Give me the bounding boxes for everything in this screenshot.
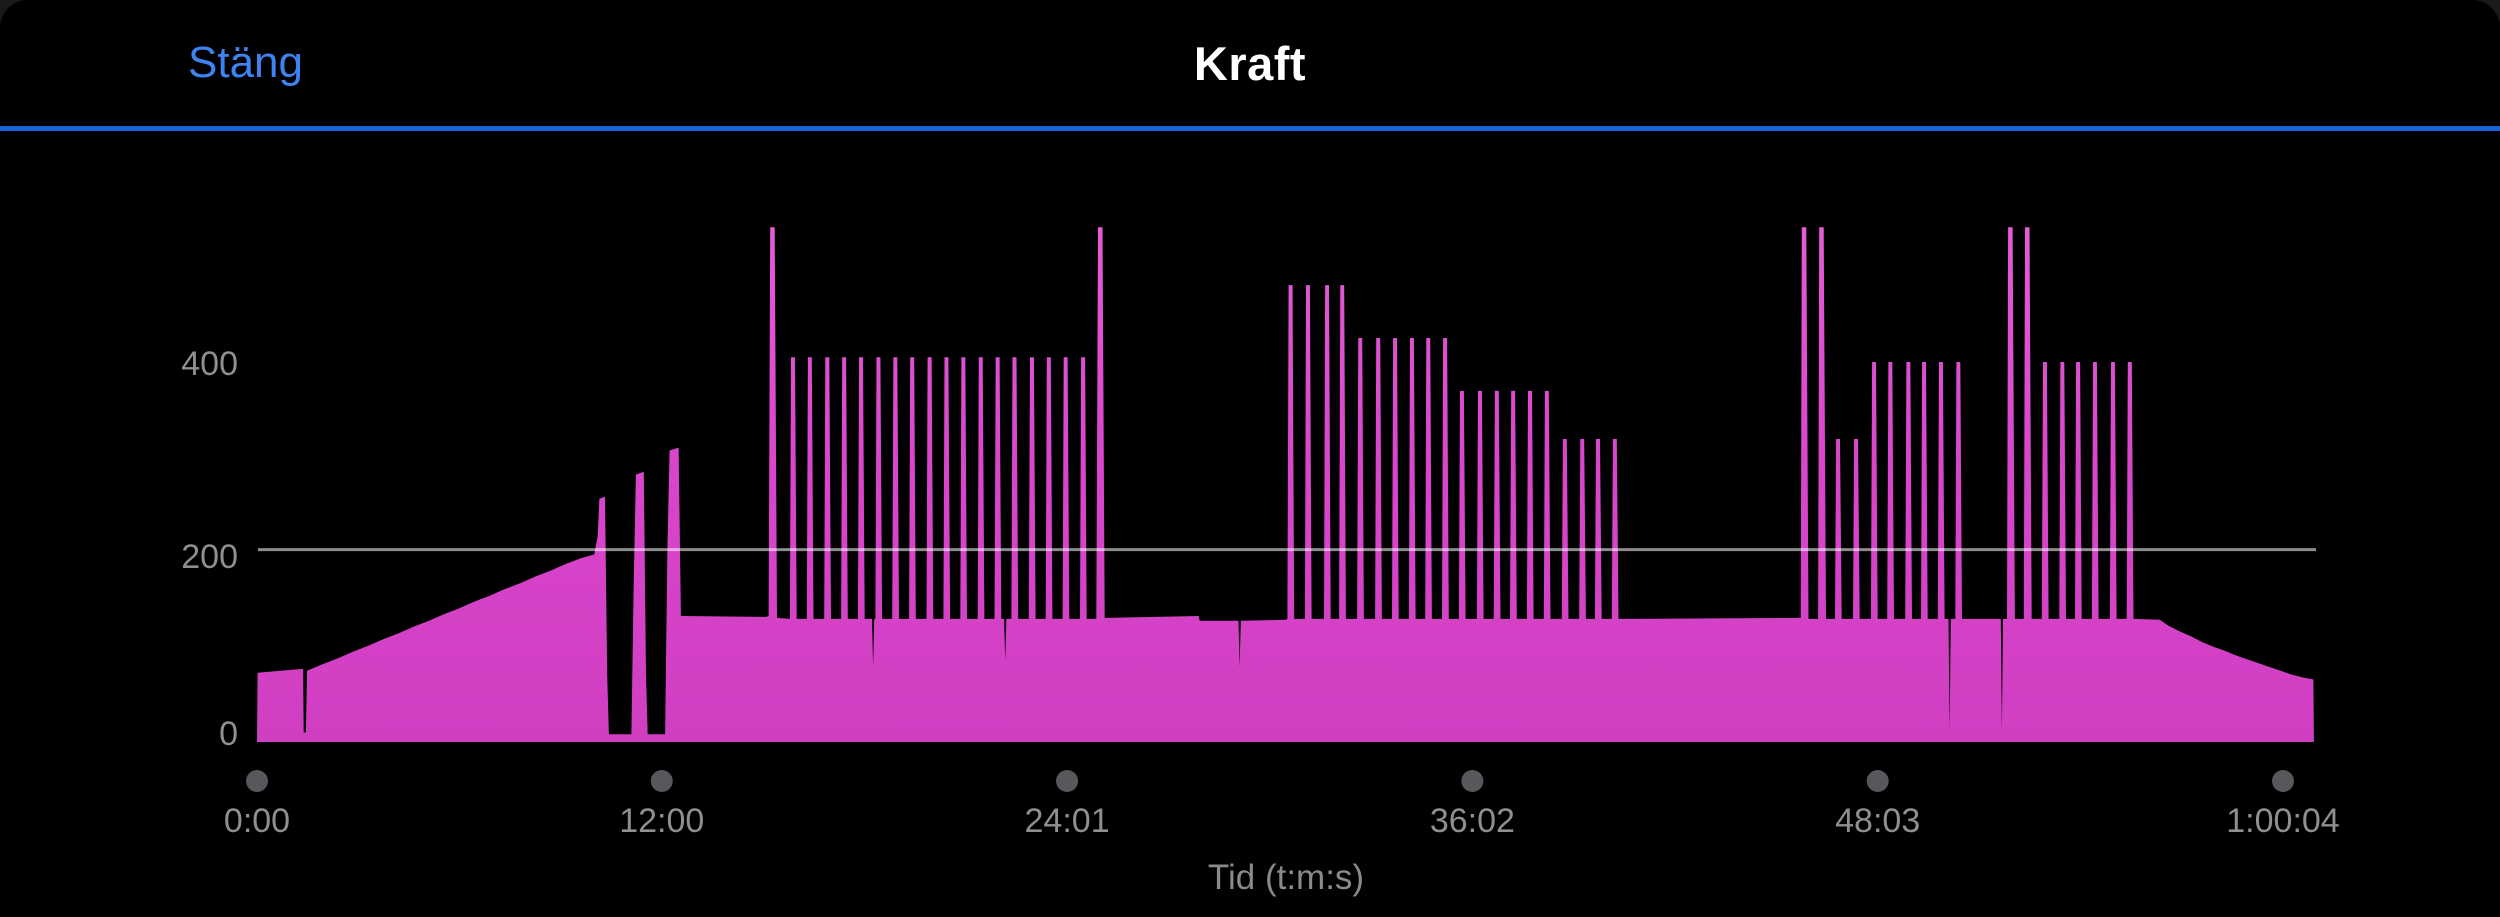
x-tick-dot [650,770,673,792]
y-tick-label: 0 [219,715,238,753]
x-tick-label: 36:02 [1429,802,1515,840]
x-tick-label: 48:03 [1835,802,1921,840]
x-tick-label: 12:00 [619,802,705,840]
x-tick-label: 0:00 [223,802,291,840]
x-axis-title: Tid (t:m:s) [1207,858,1365,897]
x-tick-label: 24:01 [1024,802,1110,840]
x-tick-dot [1056,770,1079,792]
nav-bar: Stäng Kraft [0,0,2500,131]
close-button[interactable]: Stäng [188,38,303,87]
y-tick-label: 400 [181,345,238,384]
x-tick-dot [1866,770,1889,792]
x-tick-dot [2272,770,2294,792]
y-tick-label: 200 [181,537,238,576]
x-tick-label: 1:00:04 [2226,802,2340,840]
x-tick-dot [1461,770,1484,792]
power-series-area [257,227,2314,743]
page-title: Kraft [1193,37,1307,90]
x-tick-dot [246,770,268,792]
